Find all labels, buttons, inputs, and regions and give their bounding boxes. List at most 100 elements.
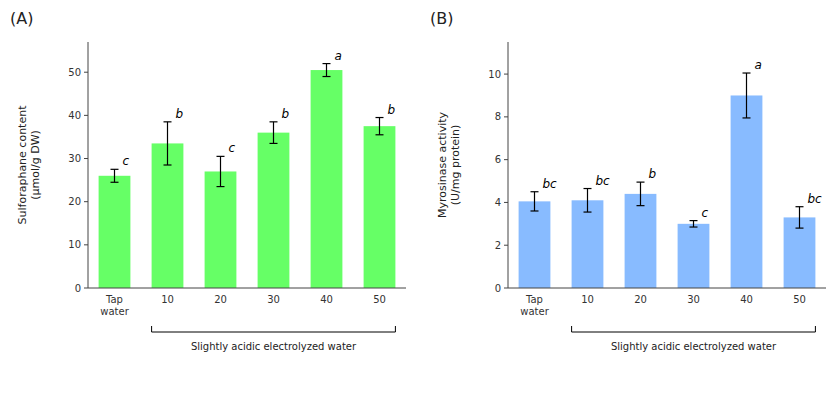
x-tick-label: 30 [267, 294, 280, 305]
y-tick [504, 159, 508, 160]
error-cap [270, 121, 278, 122]
error-bar [796, 207, 804, 228]
y-tick-label: 20 [68, 196, 81, 207]
y-tick [84, 158, 88, 159]
error-cap [796, 228, 804, 229]
error-cap [217, 186, 225, 187]
bracket [152, 326, 396, 332]
error-line [693, 221, 694, 227]
bar [519, 201, 551, 288]
x-tick-label: Tapwater [100, 294, 129, 317]
y-tick [504, 288, 508, 289]
y-tick-label: 40 [68, 110, 81, 121]
error-cap [164, 121, 172, 122]
chart: (A)cbcbab01020304050Tapwater1020304050Su… [0, 0, 840, 398]
error-bar [111, 169, 119, 182]
bar [311, 70, 343, 288]
panel-label: (A) [10, 9, 33, 28]
x-tick-label: 30 [687, 294, 700, 305]
error-cap [323, 76, 331, 77]
y-tick-label: 8 [495, 111, 501, 122]
y-tick [84, 288, 88, 289]
x-tick-label: 40 [320, 294, 333, 305]
x-tick-label: 20 [214, 294, 227, 305]
error-line [640, 182, 641, 206]
y-axis-line [508, 42, 509, 288]
error-bar [531, 192, 539, 211]
significance-letter: b [175, 107, 183, 121]
significance-letter: bc [807, 192, 822, 206]
error-cap [323, 63, 331, 64]
error-cap [111, 182, 119, 183]
significance-letter: a [334, 49, 341, 63]
y-tick-label: 10 [488, 69, 501, 80]
x-axis-line [88, 288, 406, 289]
y-tick-label: 30 [68, 153, 81, 164]
error-line [379, 118, 380, 135]
x-tick-label: 40 [740, 294, 753, 305]
bar [625, 194, 657, 288]
x-axis-label: Slightly acidic electrolyzed water [191, 341, 357, 352]
significance-letter: bc [542, 177, 557, 191]
x-tick-label: Tapwater [520, 294, 549, 317]
x-tick-label: 10 [581, 294, 594, 305]
panel: (B)bcbcbcabc0246810Tapwater1020304050Myr… [430, 9, 826, 352]
y-tick [504, 202, 508, 203]
error-bar [323, 64, 331, 77]
bar [258, 133, 290, 288]
error-cap [743, 117, 751, 118]
error-cap [690, 226, 698, 227]
x-tick-label: 50 [793, 294, 806, 305]
error-cap [637, 182, 645, 183]
error-cap [531, 210, 539, 211]
error-bar [743, 73, 751, 118]
error-bar [637, 182, 645, 206]
significance-letter: a [754, 58, 761, 72]
error-line [273, 122, 274, 144]
bar [152, 143, 184, 288]
error-line [587, 189, 588, 213]
panel-label: (B) [430, 9, 453, 28]
error-cap [376, 134, 384, 135]
x-axis-line [508, 288, 826, 289]
error-line [799, 207, 800, 228]
error-line [114, 169, 115, 182]
marks [99, 64, 396, 288]
y-axis-line [88, 42, 89, 288]
error-cap [743, 72, 751, 73]
y-tick-label: 0 [75, 283, 81, 294]
panel: (A)cbcbab01020304050Tapwater1020304050Su… [10, 9, 406, 352]
y-tick-label: 2 [495, 240, 501, 251]
error-cap [796, 206, 804, 207]
bar [784, 217, 816, 288]
y-tick [84, 244, 88, 245]
bar [572, 200, 604, 288]
bar [678, 224, 710, 288]
error-line [534, 192, 535, 211]
y-tick [84, 201, 88, 202]
y-tick-label: 6 [495, 154, 501, 165]
y-tick [504, 245, 508, 246]
bar [364, 126, 396, 288]
significance-letter: c [122, 154, 129, 168]
error-cap [531, 191, 539, 192]
error-cap [376, 117, 384, 118]
error-bar [584, 189, 592, 213]
error-line [220, 156, 221, 186]
significance-letter: bc [595, 174, 610, 188]
y-tick [84, 72, 88, 73]
error-line [746, 73, 747, 118]
error-cap [111, 169, 119, 170]
error-bar [164, 122, 172, 165]
error-line [167, 122, 168, 165]
bar [99, 176, 131, 288]
error-cap [270, 143, 278, 144]
y-tick [504, 116, 508, 117]
y-tick-label: 4 [495, 197, 501, 208]
significance-letter: c [701, 206, 708, 220]
significance-letter: b [281, 107, 289, 121]
x-axis-label: Slightly acidic electrolyzed water [611, 341, 777, 352]
error-bar [270, 122, 278, 144]
error-bar [690, 221, 698, 227]
y-tick [84, 115, 88, 116]
